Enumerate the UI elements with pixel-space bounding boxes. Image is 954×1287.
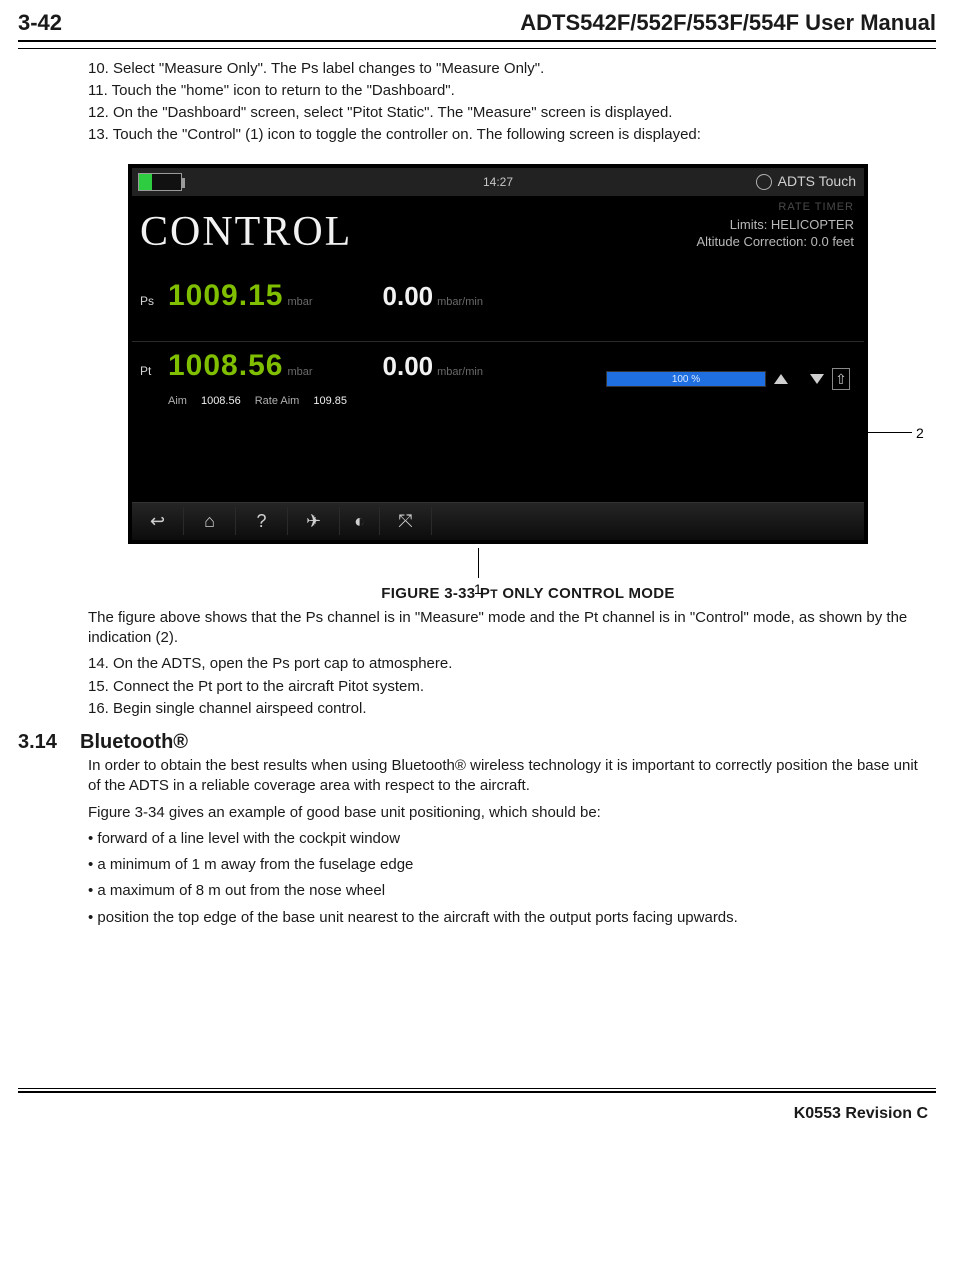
section-number: 3.14	[18, 729, 80, 756]
brand-label: ADTS Touch	[756, 172, 856, 191]
triangle-up-icon	[774, 374, 788, 384]
altitude-correction: Altitude Correction: 0.0 feet	[696, 233, 854, 251]
figure-description: The figure above shows that the Ps chann…	[88, 608, 928, 649]
figure-3-33: 14:27 ADTS Touch RATE TIMER CONTROL Limi…	[128, 164, 928, 604]
callout-1-line	[478, 548, 479, 578]
step: 14. On the ADTS, open the Ps port cap to…	[88, 654, 928, 674]
step: 11. Touch the "home" icon to return to t…	[88, 81, 928, 101]
rate-aim-value: 109.85	[313, 394, 347, 409]
pt-value: 1008.56	[168, 346, 283, 387]
pt-rate: 0.00	[383, 349, 434, 384]
limits-info: Limits: HELICOPTER Altitude Correction: …	[696, 216, 854, 251]
callout-2-line	[868, 432, 912, 433]
clock: 14:27	[483, 174, 513, 190]
section-title: Bluetooth®	[80, 729, 188, 756]
aircraft-button[interactable]: ✈	[288, 507, 340, 535]
control-toggle-button[interactable]: ◐	[340, 507, 380, 535]
limits-line: Limits: HELICOPTER	[696, 216, 854, 234]
tool-button[interactable]: ⤧	[380, 507, 432, 535]
battery-tip	[182, 178, 185, 188]
back-button[interactable]: ↩	[132, 507, 184, 535]
paragraph: In order to obtain the best results when…	[88, 756, 928, 797]
page-number: 3-42	[18, 8, 62, 38]
status-bar: 14:27 ADTS Touch	[132, 168, 864, 196]
paragraph: Figure 3-34 gives an example of good bas…	[88, 803, 928, 823]
battery-fill	[139, 174, 152, 190]
footer-rule-thin	[18, 1088, 936, 1089]
pt-rate-unit: mbar/min	[437, 365, 483, 380]
triangle-down-icon	[810, 374, 824, 384]
adts-touch-screen: 14:27 ADTS Touch RATE TIMER CONTROL Limi…	[128, 164, 868, 544]
help-button[interactable]: ?	[236, 507, 288, 535]
bullet: • a maximum of 8 m out from the nose whe…	[88, 881, 928, 901]
rate-aim-label: Rate Aim	[255, 394, 300, 409]
footer-revision: K0553 Revision C	[794, 1103, 928, 1125]
step: 16. Begin single channel airspeed contro…	[88, 699, 928, 719]
ps-rate: 0.00	[383, 279, 434, 314]
step: 12. On the "Dashboard" screen, select "P…	[88, 103, 928, 123]
rate-timer-button[interactable]: RATE TIMER	[778, 200, 854, 215]
progress-bar: 100 %	[606, 371, 766, 387]
bottom-toolbar: ↩ ⌂ ? ✈ ◐ ⤧	[132, 502, 864, 540]
step: 13. Touch the "Control" (1) icon to togg…	[88, 125, 928, 145]
fig-cap-rest: ONLY CONTROL MODE	[498, 585, 675, 602]
step: 10. Select "Measure Only". The Ps label …	[88, 59, 928, 79]
step: 15. Connect the Pt port to the aircraft …	[88, 677, 928, 697]
effort-meter: 100 % ⇧	[606, 368, 850, 390]
ps-value: 1009.15	[168, 276, 283, 317]
callout-2-label: 2	[916, 424, 924, 443]
brand-text: ADTS Touch	[778, 172, 856, 191]
footer-rule-thick	[18, 1091, 936, 1093]
ge-logo-icon	[756, 174, 772, 190]
ps-channel-row[interactable]: Ps 1009.15 mbar 0.00 mbar/min	[132, 272, 864, 342]
figure-caption: FIGURE 3-33 PT ONLY CONTROL MODE	[128, 584, 928, 604]
bullet: • forward of a line level with the cockp…	[88, 829, 928, 849]
aim-label: Aim	[168, 394, 187, 409]
pt-label: Pt	[140, 363, 168, 379]
home-button[interactable]: ⌂	[184, 507, 236, 535]
ps-label: Ps	[140, 293, 168, 309]
pt-channel-row[interactable]: Pt 1008.56 mbar 0.00 mbar/min 100 %	[132, 342, 864, 412]
callout-1-label: 1	[474, 580, 482, 599]
arrow-up-icon: ⇧	[835, 370, 847, 389]
aim-value: 1008.56	[201, 394, 241, 409]
bullet: • a minimum of 1 m away from the fuselag…	[88, 855, 928, 875]
header-rule-thin	[18, 48, 936, 49]
doc-title: ADTS542F/552F/553F/554F User Manual	[520, 8, 936, 38]
pt-unit: mbar	[287, 365, 312, 380]
battery-icon	[138, 173, 182, 191]
ps-unit: mbar	[287, 295, 312, 310]
nudge-up-button[interactable]: ⇧	[832, 368, 850, 390]
header-rule-thick	[18, 40, 936, 42]
progress-fill: 100 %	[607, 372, 765, 386]
bullet: • position the top edge of the base unit…	[88, 908, 928, 928]
fig-cap-t: T	[490, 587, 498, 601]
ps-rate-unit: mbar/min	[437, 295, 483, 310]
